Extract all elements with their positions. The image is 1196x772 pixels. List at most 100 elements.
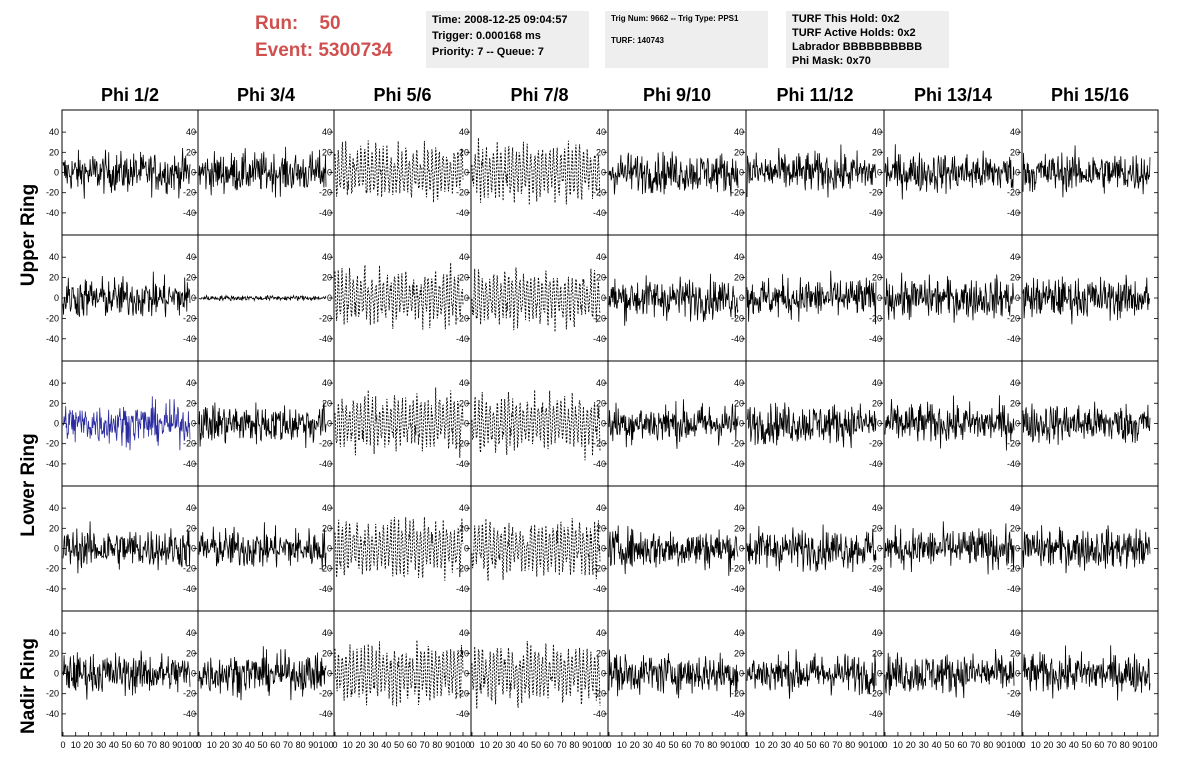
waveform-trace <box>198 522 327 571</box>
y-tick-label: 20 <box>1010 147 1020 157</box>
y-tick-label: 20 <box>49 273 59 283</box>
y-tick-label: 20 <box>872 398 882 408</box>
x-tick-label: 10 <box>1031 740 1041 750</box>
x-tick-label: 90 <box>1132 740 1142 750</box>
y-tick-label: -40 <box>319 709 332 719</box>
panel-frame <box>470 485 609 612</box>
y-tick-label: 40 <box>596 378 606 388</box>
y-tick-label: 20 <box>322 398 332 408</box>
y-tick-label: 40 <box>872 378 882 388</box>
y-tick-label: 40 <box>1010 127 1020 137</box>
y-tick-label: 40 <box>734 252 744 262</box>
y-tick-label: -20 <box>1007 439 1020 449</box>
y-tick-label: -20 <box>1007 188 1020 198</box>
y-tick-label: -40 <box>1007 584 1020 594</box>
y-tick-label: 40 <box>49 252 59 262</box>
y-tick-label: 40 <box>186 628 196 638</box>
x-tick-label: 60 <box>681 740 691 750</box>
x-tick-label: 20 <box>1043 740 1053 750</box>
y-tick-label: 20 <box>49 648 59 658</box>
y-tick-label: -40 <box>593 208 606 218</box>
y-tick-label: 20 <box>596 523 606 533</box>
x-tick-label: 60 <box>957 740 967 750</box>
y-tick-label: 20 <box>734 273 744 283</box>
y-tick-label: -20 <box>593 439 606 449</box>
x-tick-label: 40 <box>1069 740 1079 750</box>
x-tick-label: 100 <box>868 740 883 750</box>
x-tick-label: 100 <box>182 740 197 750</box>
y-tick-label: 40 <box>872 628 882 638</box>
turf-hold-line: TURF This Hold: 0x2 <box>792 13 900 25</box>
y-tick-label: 20 <box>322 147 332 157</box>
x-tick-label: 70 <box>694 740 704 750</box>
y-tick-label: -20 <box>1007 313 1020 323</box>
y-tick-label: 40 <box>459 628 469 638</box>
waveform-trace <box>62 521 191 574</box>
waveform-trace <box>884 648 1015 699</box>
x-tick-label: 30 <box>1056 740 1066 750</box>
y-tick-label: 20 <box>459 523 469 533</box>
run-block: Run: 50 Event: 5300734 <box>255 10 415 64</box>
waveform-trace <box>334 140 464 203</box>
x-tick-label: 20 <box>356 740 366 750</box>
y-tick-label: -40 <box>183 709 196 719</box>
y-tick-label: 40 <box>872 503 882 513</box>
y-tick-label: -40 <box>869 709 882 719</box>
x-tick-label: 50 <box>668 740 678 750</box>
y-tick-label: -40 <box>1007 208 1020 218</box>
waveform-trace <box>198 146 327 198</box>
x-tick-label: 40 <box>518 740 528 750</box>
x-tick-label: 80 <box>432 740 442 750</box>
x-tick-label: 50 <box>806 740 816 750</box>
x-tick-label: 0 <box>196 740 201 750</box>
waveform-trace <box>746 270 877 325</box>
y-tick-label: 20 <box>596 147 606 157</box>
y-tick-label: 20 <box>49 398 59 408</box>
event-value: 5300734 <box>318 40 393 61</box>
y-tick-label: 0 <box>54 669 59 679</box>
x-tick-label: 40 <box>656 740 666 750</box>
waveform-trace <box>608 649 739 699</box>
priority-line: Priority: 7 -- Queue: 7 <box>432 46 544 58</box>
y-tick-label: 20 <box>1010 523 1020 533</box>
y-tick-label: 20 <box>1010 273 1020 283</box>
waveform-trace <box>1022 401 1151 445</box>
x-tick-label: 70 <box>283 740 293 750</box>
waveform-trace <box>198 402 327 449</box>
waveform-trace <box>746 402 877 449</box>
panel-frame <box>333 610 472 737</box>
x-tick-label: 80 <box>160 740 170 750</box>
y-tick-label: 20 <box>322 523 332 533</box>
column-header-phi-13-14: Phi 13/14 <box>913 85 993 105</box>
x-tick-label: 40 <box>381 740 391 750</box>
waveform-trace <box>62 271 191 318</box>
waveform-trace <box>884 395 1015 451</box>
y-tick-label: -40 <box>593 459 606 469</box>
y-tick-label: -20 <box>456 564 469 574</box>
x-tick-label: 30 <box>781 740 791 750</box>
y-tick-label: -20 <box>319 439 332 449</box>
waveform-trace <box>471 137 601 206</box>
x-tick-label: 20 <box>768 740 778 750</box>
y-tick-label: 20 <box>734 398 744 408</box>
y-tick-label: -20 <box>183 439 196 449</box>
waveform-trace <box>62 650 191 700</box>
x-tick-label: 30 <box>96 740 106 750</box>
waveform-trace <box>608 399 739 449</box>
x-tick-label: 100 <box>318 740 333 750</box>
x-tick-label: 90 <box>858 740 868 750</box>
y-tick-label: 40 <box>596 127 606 137</box>
y-tick-label: -40 <box>869 334 882 344</box>
waveform-trace <box>1022 645 1151 701</box>
waveform-trace <box>746 524 877 573</box>
y-tick-label: 20 <box>186 523 196 533</box>
y-tick-label: 0 <box>54 168 59 178</box>
y-tick-label: -40 <box>456 584 469 594</box>
x-tick-label: 20 <box>630 740 640 750</box>
x-tick-label: 30 <box>505 740 515 750</box>
y-tick-label: -40 <box>319 334 332 344</box>
y-tick-label: 20 <box>734 648 744 658</box>
waveform-trace <box>334 516 464 581</box>
y-tick-label: -20 <box>183 188 196 198</box>
x-tick-label: 0 <box>1020 740 1025 750</box>
